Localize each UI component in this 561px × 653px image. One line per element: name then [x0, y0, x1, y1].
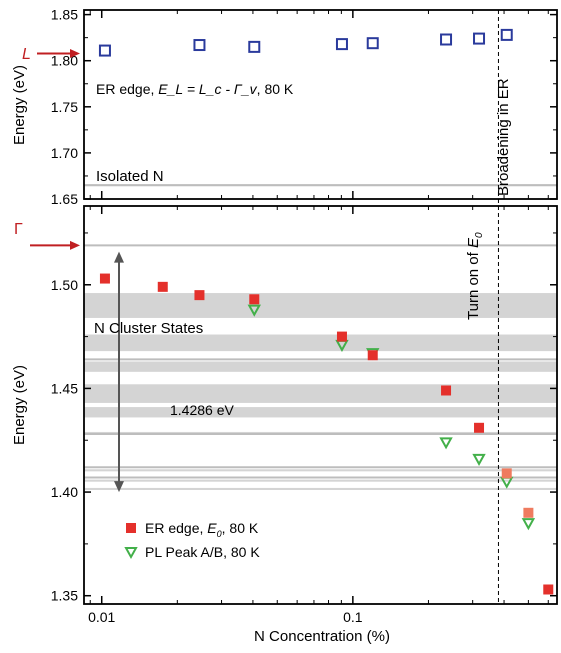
n-cluster-band	[84, 334, 557, 352]
bottom-panel: N Cluster States 1.4286 eV Turn on of E0…	[11, 10, 558, 645]
top-y-tick-label: 1.70	[51, 145, 78, 161]
pl-peak-point	[439, 437, 453, 450]
er-edge-l-point	[98, 44, 111, 57]
legend-marker-pl	[124, 547, 138, 560]
er-edge-l-point	[366, 37, 379, 50]
top-x-ticks	[89, 10, 549, 199]
top-data-points	[98, 28, 513, 57]
er-edge-l-point	[440, 33, 453, 46]
er-edge-e0-point	[249, 294, 260, 305]
top-legend-text: ER edge, E_L = L_c - Γ_v, 80 K	[96, 81, 294, 97]
pl-peak-point	[247, 304, 261, 317]
bottom-y-tick-label: 1.35	[51, 588, 78, 604]
legend-er-suffix: , 80 K	[222, 520, 259, 536]
er-edge-e0-point	[474, 422, 485, 433]
top-legend-formula: E_L = L_c - Γ_v	[158, 81, 257, 97]
top-y-ticks: 1.651.701.751.801.85	[51, 7, 557, 207]
pl-peak-point	[472, 453, 486, 466]
l-arrow-label: L	[22, 46, 31, 63]
top-legend-prefix: ER edge,	[96, 81, 158, 97]
bottom-y-tick-label: 1.40	[51, 484, 78, 500]
broadening-label: Broadening in ER	[495, 78, 512, 196]
n-cluster-bands	[84, 293, 557, 490]
er-edge-e0-point	[543, 584, 554, 595]
l-arrow: L	[22, 46, 80, 63]
pl-peak-point	[500, 476, 514, 489]
top-plot-frame	[83, 9, 558, 200]
bottom-x-ticks: 0.01 0.1	[88, 206, 549, 625]
n-cluster-arrow	[114, 251, 124, 493]
isolated-n-label: Isolated N	[96, 168, 164, 185]
n-cluster-band	[84, 479, 557, 482]
top-y-tick-label: 1.75	[51, 99, 78, 115]
er-edge-e0-point	[367, 350, 378, 361]
turn-on-sub: 0	[474, 232, 485, 238]
turn-on-prefix: Turn on of	[465, 248, 482, 320]
bottom-data-points	[99, 273, 554, 595]
n-cluster-label: N Cluster States	[94, 320, 203, 337]
n-cluster-band	[84, 384, 557, 403]
er-edge-l-point	[500, 28, 513, 41]
value-label: 1.4286 eV	[170, 402, 234, 418]
er-edge-e0-point	[336, 331, 347, 342]
er-edge-l-point	[248, 40, 261, 53]
legend-label-pl: PL Peak A/B, 80 K	[145, 544, 260, 560]
er-edge-e0-point	[194, 290, 205, 301]
er-edge-l-point	[335, 38, 348, 51]
top-legend-suffix: , 80 K	[257, 81, 294, 97]
bottom-y-tick-label: 1.45	[51, 380, 78, 396]
legend-marker-er	[126, 523, 136, 533]
er-edge-l-point	[473, 32, 486, 45]
gamma-arrow: Γ	[14, 221, 80, 250]
legend-label-er: ER edge, E0, 80 K	[145, 520, 259, 539]
top-y-tick-label: 1.65	[51, 191, 78, 207]
bottom-plot-frame	[83, 205, 558, 605]
bottom-y-ticks: 1.35 1.40 1.45 1.50	[51, 232, 557, 604]
bottom-y-tick-label: 1.50	[51, 277, 78, 293]
x-axis-label: N Concentration (%)	[254, 628, 390, 645]
er-edge-e0-point	[157, 281, 168, 292]
legend-er-symbol: E	[207, 520, 217, 536]
n-cluster-band	[84, 293, 557, 318]
er-edge-e0-point	[99, 273, 110, 284]
er-edge-e0-point	[441, 385, 452, 396]
turn-on-symbol: E	[465, 237, 482, 248]
er-edge-e0-point	[523, 507, 534, 518]
n-cluster-band	[84, 487, 557, 490]
n-cluster-band	[84, 407, 557, 418]
n-cluster-band	[84, 361, 557, 372]
top-y-tick-label: 1.85	[51, 7, 78, 23]
er-edge-l-point	[193, 39, 206, 52]
x-tick-label: 0.1	[343, 609, 363, 625]
bottom-y-axis-label: Energy (eV)	[11, 365, 28, 445]
bottom-legend: ER edge, E0, 80 K PL Peak A/B, 80 K	[124, 520, 260, 560]
bottom-reference-lines	[84, 244, 557, 479]
top-y-axis-label: Energy (eV)	[11, 65, 28, 145]
top-panel: 1.651.701.751.801.85 Energy (eV) ER edge…	[11, 7, 558, 207]
n-cluster-band	[84, 469, 557, 472]
pl-peak-point	[521, 518, 536, 531]
gamma-arrow-label: Γ	[14, 221, 23, 238]
x-tick-label: 0.01	[88, 609, 115, 625]
er-edge-e0-point	[501, 468, 512, 479]
turn-on-label: Turn on of E0	[465, 232, 485, 320]
legend-er-sub: 0	[217, 529, 222, 539]
n-cluster-band	[84, 431, 557, 435]
legend-er-prefix: ER edge,	[145, 520, 207, 536]
